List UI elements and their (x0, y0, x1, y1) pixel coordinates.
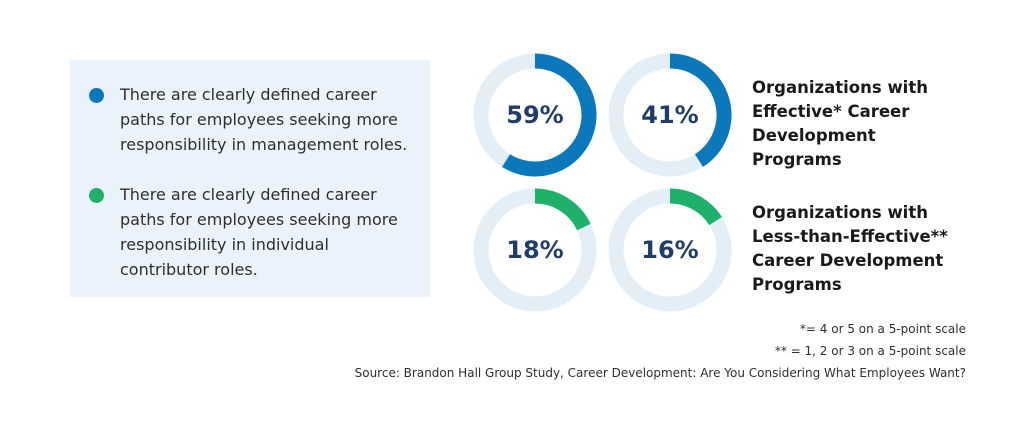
donut-arc (669, 188, 722, 226)
donut-arc (534, 188, 591, 231)
row-label: Organizations with Less-than-Effective**… (752, 203, 948, 294)
donut-value-label: 59% (506, 101, 563, 129)
footnote: *= 4 or 5 on a 5-point scale (799, 322, 966, 336)
legend-box: There are clearly defined career paths f… (70, 60, 430, 297)
donut-value-label: 18% (506, 236, 563, 264)
legend-dot (89, 188, 104, 203)
donut-value-label: 16% (641, 236, 698, 264)
legend-text: There are clearly defined career paths f… (120, 185, 398, 279)
donut-arc (669, 53, 732, 167)
footnote: Source: Brandon Hall Group Study, Career… (354, 366, 966, 380)
footnote: ** = 1, 2 or 3 on a 5-point scale (774, 344, 966, 358)
legend-dot (89, 88, 104, 103)
row-label: Organizations with Effective* Career Dev… (752, 78, 928, 169)
donut-arc (502, 53, 597, 177)
donut-value-label: 41% (641, 101, 698, 129)
legend-text: There are clearly defined career paths f… (120, 85, 408, 154)
